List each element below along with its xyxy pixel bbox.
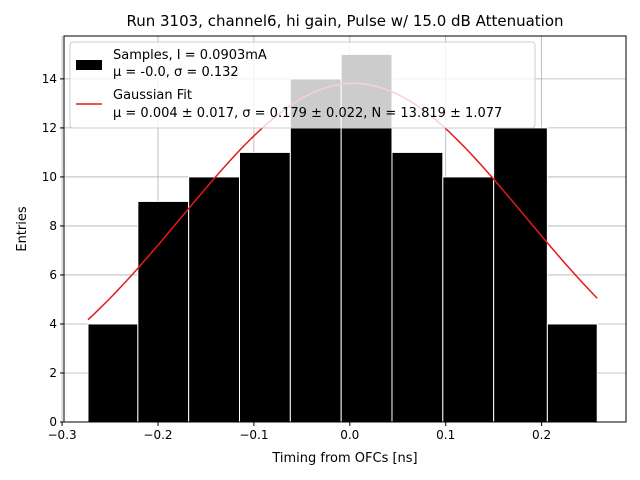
legend-fit-line1: Gaussian Fit (113, 88, 192, 103)
histogram-bar (87, 323, 139, 423)
histogram-bar (137, 200, 190, 423)
legend-fit-line2: μ = 0.004 ± 0.017, σ = 0.179 ± 0.022, N … (113, 106, 502, 121)
y-tick-label: 12 (42, 121, 57, 135)
x-tick-label: 0.1 (436, 428, 455, 442)
histogram-bar (188, 176, 241, 423)
y-tick-label: 14 (42, 72, 57, 86)
histogram-bar (442, 176, 495, 423)
histogram-bar (239, 151, 291, 423)
y-axis-ticks: 0 2 4 6 8 10 12 14 (42, 72, 64, 429)
x-axis-ticks: −0.3 −0.2 −0.1 0.0 0.1 0.2 (48, 422, 551, 442)
legend-samples-swatch (76, 60, 102, 70)
y-tick-label: 8 (49, 219, 57, 233)
legend: Samples, I = 0.0903mA μ = -0.0, σ = 0.13… (69, 41, 536, 129)
y-axis-label: Entries (15, 206, 30, 252)
y-tick-label: 4 (49, 317, 57, 331)
chart-title: Run 3103, channel6, hi gain, Pulse w/ 15… (126, 12, 563, 30)
y-tick-label: 10 (42, 170, 57, 184)
y-tick-label: 0 (49, 415, 57, 429)
legend-samples-line2: μ = -0.0, σ = 0.132 (113, 65, 239, 80)
x-tick-label: 0.0 (340, 428, 359, 442)
axes-frame (63, 35, 627, 423)
x-tick-label: 0.2 (532, 428, 551, 442)
histogram-bar (289, 78, 342, 423)
y-tick-label: 2 (49, 366, 57, 380)
x-tick-label: −0.3 (48, 428, 77, 442)
x-axis-label: Timing from OFCs [ns] (271, 451, 417, 466)
x-tick-label: −0.1 (239, 428, 268, 442)
legend-samples-line1: Samples, I = 0.0903mA (113, 48, 267, 63)
histogram-bars (87, 53, 598, 423)
histogram-bar (493, 127, 548, 423)
x-tick-label: −0.2 (143, 428, 172, 442)
legend-box (69, 41, 536, 129)
histogram-bar (391, 151, 444, 423)
y-tick-label: 6 (49, 268, 57, 282)
histogram-bar (546, 323, 598, 423)
